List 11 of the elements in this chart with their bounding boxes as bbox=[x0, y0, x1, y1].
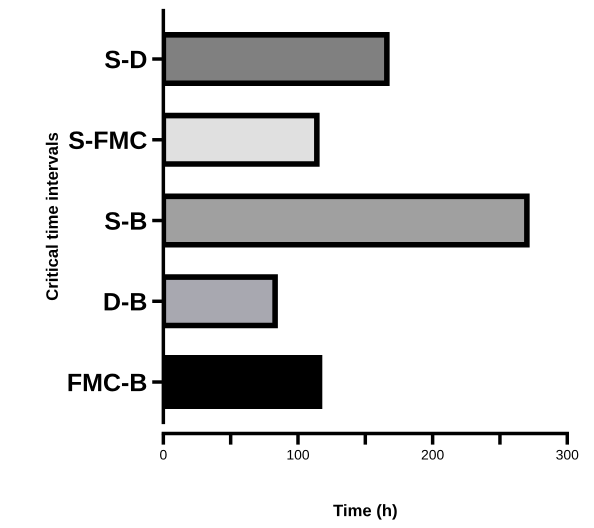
x-axis-title: Time (h) bbox=[333, 504, 397, 520]
y-tick-label: S-D bbox=[105, 50, 146, 68]
x-tick-label: 100 bbox=[287, 450, 310, 460]
y-tick-label: S-FMC bbox=[68, 131, 147, 150]
y-axis-title: Critical time intervals bbox=[46, 132, 58, 300]
x-tick-label: 200 bbox=[422, 450, 444, 460]
x-tick-label: 300 bbox=[556, 450, 578, 460]
y-tick-label: FMC-B bbox=[68, 374, 146, 392]
x-tick-label: 0 bbox=[160, 450, 167, 460]
y-tick-label: S-B bbox=[105, 212, 146, 230]
y-tick-label: D-B bbox=[104, 293, 146, 310]
